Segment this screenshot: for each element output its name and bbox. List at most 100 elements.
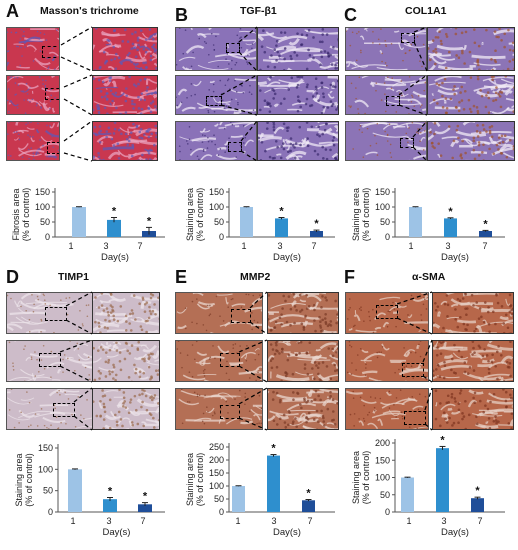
micrograph-image: [6, 121, 60, 161]
y-axis-label: Staining area: [351, 188, 361, 241]
panel-letter: C: [344, 5, 357, 25]
x-tick-label: 1: [408, 241, 413, 251]
panel-title: TIMP1: [58, 271, 89, 283]
region-of-interest-box: [402, 363, 424, 377]
x-tick-label: 3: [441, 516, 446, 526]
magnified-image: [267, 388, 339, 430]
y-tick-label: 100: [209, 202, 224, 212]
y-tick-label: 50: [380, 490, 390, 500]
y-tick-label: 50: [43, 486, 53, 496]
y-tick-label: 150: [375, 187, 390, 197]
significance-marker: *: [112, 206, 117, 218]
region-of-interest-box: [45, 307, 67, 321]
x-tick-label: 3: [103, 241, 108, 251]
significance-marker: *: [306, 488, 311, 500]
y-tick-label: 100: [38, 464, 53, 474]
x-axis-label: Day(s): [273, 252, 301, 263]
x-tick-label: 7: [307, 516, 312, 526]
y-tick-label: 0: [45, 232, 50, 242]
y-tick-label: 150: [375, 455, 390, 465]
x-tick-label: 1: [70, 516, 75, 526]
x-axis-label: Day(s): [441, 527, 469, 538]
bar-day-1: [240, 207, 253, 237]
significance-marker: *: [279, 206, 284, 218]
x-tick-label: 7: [140, 516, 145, 526]
y-tick-label: 50: [214, 217, 224, 227]
bar-day-7: [471, 498, 484, 512]
region-of-interest-box: [231, 309, 251, 323]
y-tick-label: 200: [209, 455, 224, 465]
magnified-image: [427, 121, 515, 161]
x-axis-label: Day(s): [101, 252, 129, 263]
y-axis-label: (% of control): [21, 188, 31, 242]
y-axis-label: (% of control): [24, 453, 34, 507]
magnified-image: [92, 75, 158, 115]
region-of-interest-box: [226, 43, 240, 53]
significance-marker: *: [448, 206, 453, 218]
significance-marker: *: [271, 443, 276, 455]
x-tick-label: 1: [241, 241, 246, 251]
region-of-interest-box: [376, 305, 398, 319]
y-axis-label: (% of control): [361, 188, 371, 242]
micrograph-image: [345, 27, 427, 71]
x-tick-label: 3: [445, 241, 450, 251]
micrograph-image: [175, 292, 263, 334]
magnified-image: [257, 121, 339, 161]
y-tick-label: 100: [375, 202, 390, 212]
bar-day-1: [409, 207, 422, 237]
y-tick-label: 150: [209, 468, 224, 478]
y-axis-label: Staining area: [185, 188, 195, 241]
magnified-image: [92, 27, 158, 71]
y-tick-label: 50: [380, 217, 390, 227]
significance-marker: *: [440, 434, 445, 446]
panel-letter: B: [175, 5, 188, 25]
region-of-interest-box: [220, 405, 240, 419]
panel-title: Masson's trichrome: [40, 5, 139, 17]
y-tick-label: 0: [219, 507, 224, 517]
y-axis-label: (% of control): [195, 188, 205, 242]
bar-day-3: [107, 219, 121, 237]
panel-letter: A: [6, 1, 19, 21]
micrograph-image: [6, 75, 60, 115]
panel-letter: F: [344, 267, 355, 287]
y-tick-label: 0: [385, 507, 390, 517]
region-of-interest-box: [42, 46, 59, 58]
region-of-interest-box: [39, 353, 61, 367]
bar-day-7: [479, 231, 492, 237]
bar-day-3: [436, 448, 449, 512]
magnified-image: [432, 292, 514, 334]
panel-title: TGF-β1: [240, 5, 277, 17]
magnified-image: [92, 388, 160, 430]
significance-marker: *: [475, 485, 480, 497]
region-of-interest-box: [228, 142, 242, 152]
region-of-interest-box: [47, 142, 59, 154]
region-of-interest-box: [45, 88, 59, 100]
x-tick-label: 1: [68, 241, 73, 251]
region-of-interest-box: [400, 138, 414, 148]
x-axis-label: Day(s): [273, 527, 301, 538]
x-tick-label: 7: [477, 516, 482, 526]
y-tick-label: 50: [40, 217, 50, 227]
x-tick-label: 3: [271, 516, 276, 526]
x-axis-label: Day(s): [103, 527, 131, 538]
bar-day-3: [267, 455, 280, 512]
magnified-image: [257, 27, 339, 71]
magnified-image: [92, 292, 160, 334]
panel-letter: D: [6, 267, 19, 287]
y-tick-label: 200: [375, 438, 390, 448]
region-of-interest-box: [220, 353, 240, 367]
micrograph-image: [6, 27, 60, 71]
y-tick-label: 50: [214, 494, 224, 504]
x-tick-label: 7: [482, 241, 487, 251]
region-of-interest-box: [401, 33, 415, 43]
magnified-image: [92, 340, 160, 382]
bar-day-1: [72, 207, 86, 237]
y-tick-label: 100: [209, 481, 224, 491]
panel-title: α-SMA: [412, 271, 446, 283]
x-tick-label: 7: [137, 241, 142, 251]
